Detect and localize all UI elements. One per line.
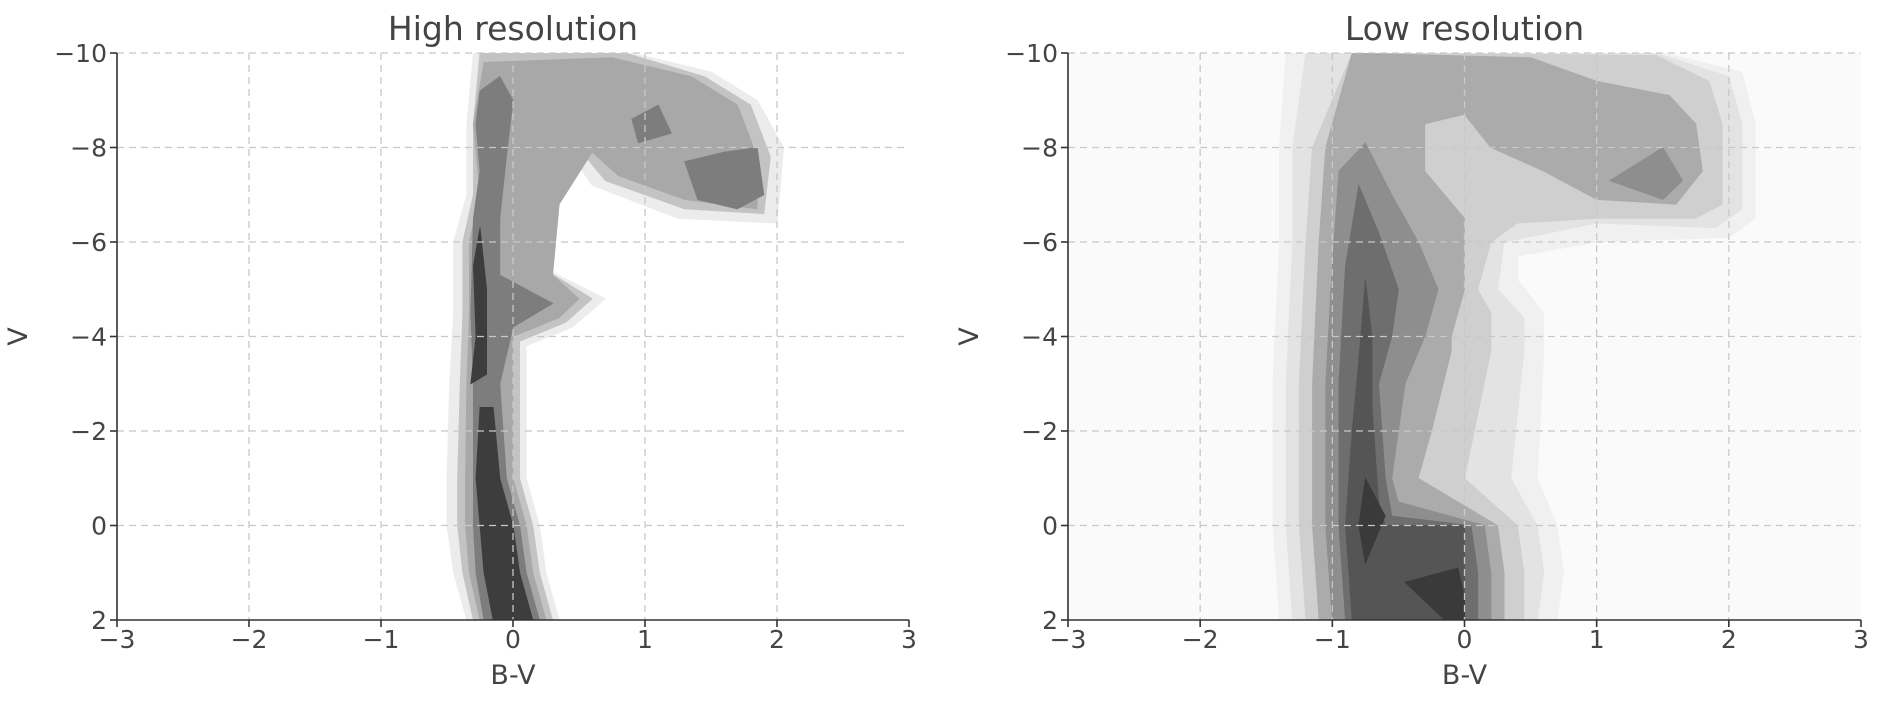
y-axis-ticks: −10 −8 −6 −4 −2 0 2 [1005,39,1068,635]
chart-title: Low resolution [1345,9,1584,48]
contour-level-5-region-2 [1608,146,1684,200]
y-axis-label: V [3,327,34,346]
y-axis-ticks: −10 −8 −6 −4 −2 0 2 [54,39,117,635]
chart-low-resolution: −3 −2 −1 0 1 2 3 −10−8−6−4−202 Low resolution … [954,9,1869,691]
x-tick-label: 0 [505,625,521,654]
x-tick-label: −3 [1050,625,1087,654]
x-tick-label: −1 [363,625,400,654]
y-tick-label: −6 [70,228,107,257]
contour-level-4-region-3 [631,104,672,144]
x-tick-label: −3 [99,625,136,654]
y-tick-label: −8 [1021,134,1058,163]
x-tick-label: 0 [1457,625,1473,654]
y-tick-label: −2 [1021,417,1058,446]
x-tick-label: 2 [1721,625,1737,654]
x-tick-label: −2 [231,625,268,654]
gridlines [117,52,909,620]
chart-high-resolution: −3 −2 −1 0 1 2 3 −10−8−6−4−202 High resolution… [3,9,917,691]
contour-level-5-region-1 [475,406,534,620]
x-axis-ticks: −3 −2 −1 0 1 2 3 [99,620,917,654]
contour-level-5-region-2 [470,227,488,385]
y-tick-label: −10 [54,39,107,68]
x-tick-label: 2 [769,625,785,654]
x-axis-ticks: −3 −2 −1 0 1 2 3 [1050,620,1869,654]
contour-fills [446,53,785,620]
x-tick-label: −1 [1314,625,1351,654]
y-tick-label: 2 [1042,606,1058,635]
x-tick-label: 1 [637,625,653,654]
y-tick-label: −6 [1021,228,1058,257]
gridlines [1068,52,1861,620]
y-tick-label: 0 [91,512,107,541]
y-tick-label: 2 [91,606,107,635]
y-tick-label: −8 [70,134,107,163]
x-tick-label: 3 [901,625,917,654]
chart-title: High resolution [388,9,638,48]
x-axis-label: B-V [1442,660,1488,691]
x-tick-label: 1 [1589,625,1605,654]
contour-level-4-region-2 [684,147,765,210]
contour-level-4-region-1 [1312,53,1703,620]
contour-level-8-region-1 [1358,477,1386,565]
y-tick-label: −2 [70,417,107,446]
x-tick-label: −2 [1182,625,1219,654]
y-tick-label: −10 [1005,39,1058,68]
x-tick-label: 3 [1853,625,1869,654]
y-axis-label: V [954,327,985,346]
y-tick-label: −4 [70,323,107,352]
y-tick-label: 0 [1042,512,1058,541]
x-axis-label: B-V [490,660,536,691]
y-tick-label: −4 [1021,323,1058,352]
